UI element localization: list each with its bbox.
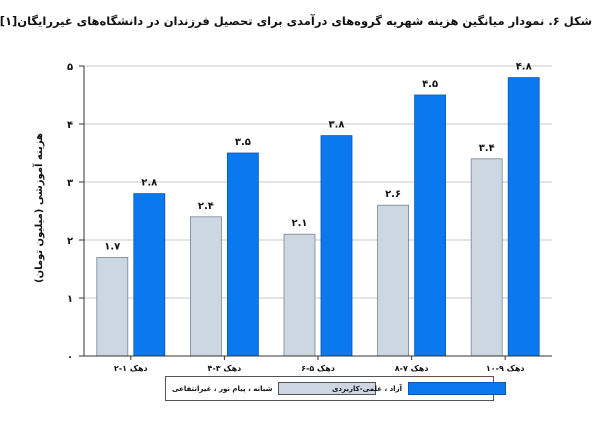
bar-series-1 [189, 216, 222, 357]
legend-item-series-2: آزاد ، علمی-کاربردی [332, 381, 506, 396]
bar-series-2 [226, 152, 259, 357]
bar-series-2 [320, 135, 353, 357]
legend-item-series-1: شبانه ، پیام نور ، غیرانتفاعی [172, 381, 377, 396]
bar-series-2 [414, 94, 447, 357]
x-tick-label: دهک ۹-۱۰ [486, 364, 525, 373]
data-label: ۲.۸ [141, 178, 157, 189]
data-label: ۲.۴ [198, 201, 214, 212]
x-tick-label: دهک ۵-۶ [301, 364, 335, 373]
bars: ۱.۷ ۲.۸ ۲.۴ ۳.۵ ۲.۱ ۳.۸ ۲.۶ ۴.۵ ۳.۴ ۴.۸ [96, 62, 540, 357]
data-label: ۳.۸ [328, 120, 344, 131]
data-label: ۴.۸ [516, 62, 532, 73]
legend: شبانه ، پیام نور ، غیرانتفاعی آزاد ، علم… [165, 376, 506, 401]
bar-series-1 [283, 233, 316, 357]
data-label: ۳.۴ [479, 143, 495, 154]
axes: ۰ ۱ ۲ ۳ ۴ ۵ دهک ۱-۲ دهک ۳-۴ دهک ۵-۶ دهک ۷-۸ دهک ۹-… [67, 62, 552, 373]
legend-label-series-1: شبانه ، پیام نور ، غیرانتفاعی [172, 384, 273, 393]
data-label: ۳.۵ [235, 137, 251, 148]
x-tick-label: دهک ۷-۸ [395, 364, 429, 373]
y-tick-label: ۱ [67, 294, 73, 305]
data-label: ۱.۷ [104, 241, 120, 252]
x-tick-label: دهک ۳-۴ [208, 364, 242, 373]
y-tick-label: ۳ [67, 178, 73, 189]
legend-swatch-series-2 [408, 382, 506, 395]
y-tick-label: ۰ [67, 352, 73, 363]
bar-series-1 [470, 158, 503, 357]
bar-series-2 [507, 77, 540, 357]
y-axis-label: هزینه آموزشی (میلیون تومان) [32, 133, 45, 283]
x-tick-label: دهک ۱-۲ [114, 364, 148, 373]
bar-series-2 [133, 193, 166, 357]
legend-swatch-series-1 [278, 382, 377, 395]
data-label: ۴.۵ [422, 79, 438, 90]
y-tick-label: ۵ [67, 62, 73, 73]
bar-series-1 [377, 204, 410, 357]
bar-series-1 [96, 256, 129, 357]
y-tick-label: ۴ [67, 120, 73, 131]
data-label: ۲.۱ [291, 218, 307, 229]
figure-caption: شکل ۶. نمودار میانگین هزینه شهریه گروه‌ه… [0, 14, 592, 28]
legend-label-series-2: آزاد ، علمی-کاربردی [332, 384, 402, 393]
y-tick-label: ۲ [67, 236, 73, 247]
data-label: ۲.۶ [385, 189, 401, 200]
